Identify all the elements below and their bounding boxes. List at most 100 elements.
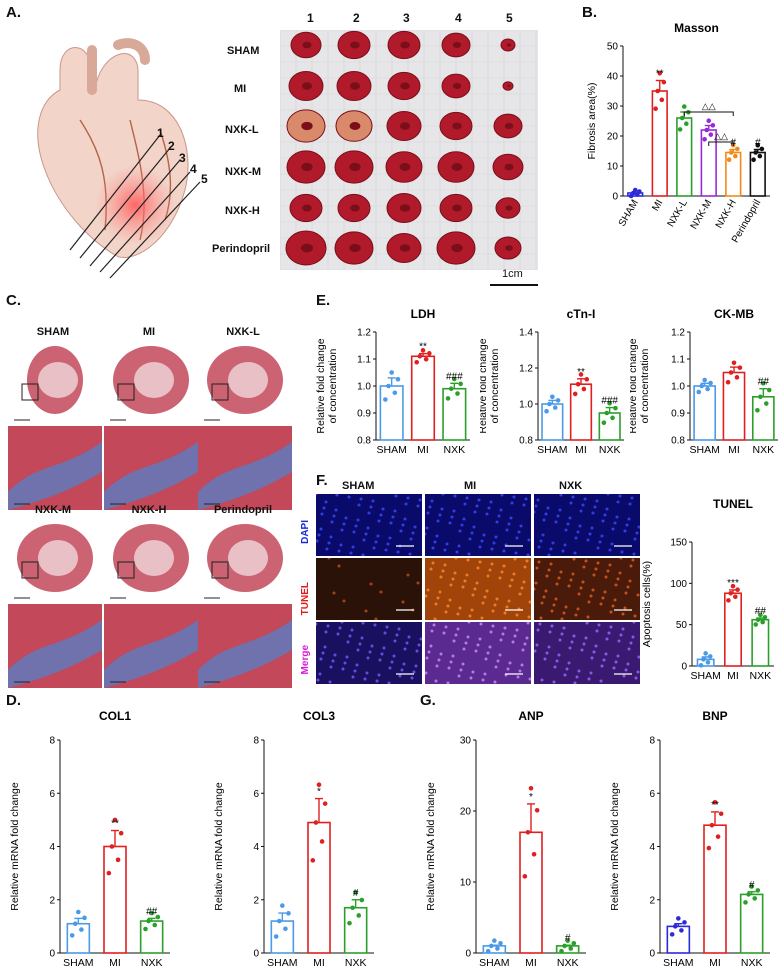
- y-tick-label: 1.2: [357, 328, 371, 339]
- heart-slice-lumen: [452, 122, 462, 130]
- chart-title: TUNEL: [713, 498, 753, 511]
- bar: [103, 845, 127, 954]
- data-point: [755, 888, 761, 893]
- data-point: [725, 379, 731, 385]
- data-point: [115, 857, 121, 863]
- panel-g-letter: G.: [420, 692, 436, 709]
- y-axis-label: Relative mRNA fold change: [425, 782, 437, 911]
- zoom-box: [21, 383, 39, 401]
- significance-label: **: [711, 800, 719, 811]
- column-number: 2: [353, 11, 360, 25]
- significance-label: ###: [446, 371, 463, 382]
- slice-number: 1: [157, 126, 164, 140]
- data-point: [752, 896, 758, 901]
- data-point: [728, 370, 734, 375]
- svg-text:of concentration: of concentration: [489, 348, 501, 423]
- data-point: [696, 389, 702, 395]
- chart-title: ANP: [518, 709, 543, 723]
- x-tick-label: NXK-M: [689, 198, 715, 231]
- y-tick-label: 0.9: [671, 409, 685, 420]
- y-tick-label: 6: [49, 789, 55, 800]
- data-point: [458, 381, 463, 387]
- masson-chart: Masson 0 10 20 30 40 50 Fibrosis area(%) SHAM ** M…: [586, 21, 770, 245]
- chart-title: cTn-I: [567, 307, 596, 321]
- x-tick-label: MI: [575, 444, 587, 456]
- data-point: [704, 127, 709, 133]
- bar: [410, 355, 436, 441]
- bar: [66, 922, 91, 954]
- fluorescence-image: [316, 558, 422, 620]
- histology-image: [104, 524, 198, 688]
- row-label-perindopril: Perindopril: [212, 243, 271, 255]
- significance-label: ##: [146, 906, 158, 917]
- data-point: [702, 377, 707, 383]
- significance-label: #: [749, 880, 755, 891]
- ctni-chart: cTn-I 0.8 1.0 1.2 1.4 Relative fold change of …: [480, 307, 624, 456]
- data-point: [698, 663, 704, 668]
- slice-number: 5: [201, 172, 208, 186]
- data-point: [118, 830, 124, 836]
- column-number: 3: [403, 11, 410, 25]
- chart-title: COL3: [303, 709, 335, 723]
- data-point: [679, 928, 684, 933]
- data-point: [753, 622, 759, 627]
- data-point: [732, 594, 738, 600]
- data-point: [676, 916, 681, 921]
- data-point: [701, 657, 706, 662]
- heart-slice-lumen: [349, 122, 361, 130]
- data-point: [386, 383, 391, 389]
- y-tick-label: 8: [649, 736, 655, 747]
- heart-slice-lumen: [349, 162, 361, 172]
- data-point: [383, 397, 388, 402]
- data-point: [763, 401, 769, 406]
- bar: [569, 383, 593, 441]
- data-point: [353, 889, 358, 895]
- ldh-chart: LDH 0.8 0.9 1.0 1.1 1.2 Relative fold change of…: [316, 307, 470, 456]
- x-tick-label: SHAM: [663, 957, 693, 969]
- data-point: [708, 380, 713, 386]
- x-tick-label: MI: [727, 670, 739, 682]
- heart-slice-lumen: [301, 82, 313, 90]
- scale-bar: [490, 284, 538, 286]
- slice-lines: [69, 134, 201, 279]
- data-point: [356, 913, 362, 918]
- fluorescence-image: [534, 494, 640, 556]
- heart-slice-lumen: [399, 122, 411, 130]
- data-point: [749, 884, 754, 889]
- data-point: [552, 405, 558, 410]
- bar: [519, 831, 543, 954]
- data-point: [559, 948, 564, 954]
- tunel-chart: TUNEL 0 50 100 150 Apoptosis cells(%) SHAM *** M…: [641, 498, 774, 682]
- data-point: [706, 118, 712, 123]
- heart-slice-lumen: [302, 204, 312, 212]
- data-point: [571, 940, 577, 946]
- data-point: [709, 822, 715, 828]
- svg-text:Relative mRNA fold change: Relative mRNA fold change: [213, 782, 225, 911]
- scale-bar-label: 1cm: [502, 268, 523, 280]
- fluorescence-image: [425, 558, 531, 620]
- fluorescence-image: [534, 558, 640, 620]
- row-label-nxk-m: NXK-M: [225, 166, 262, 178]
- data-point: [420, 348, 426, 353]
- heart-section-cavity: [38, 362, 78, 398]
- svg-text:of concentration: of concentration: [327, 348, 339, 423]
- y-tick-label: 30: [460, 736, 472, 747]
- bar: [666, 925, 691, 954]
- slice-number: 4: [190, 162, 197, 176]
- heart-slice-lumen: [451, 163, 463, 171]
- data-point: [555, 398, 561, 403]
- significance-label: **: [419, 342, 427, 353]
- y-tick-label: 10: [460, 878, 472, 889]
- data-point: [682, 920, 687, 925]
- x-tick-label: NXK: [750, 670, 772, 682]
- histology-image: [198, 524, 292, 688]
- data-point: [492, 938, 497, 943]
- svg-text:Relative mRNA fold change: Relative mRNA fold change: [609, 782, 621, 911]
- data-point: [672, 924, 678, 929]
- svg-text:Relative mRNA fold change: Relative mRNA fold change: [9, 782, 21, 911]
- data-point: [485, 948, 491, 954]
- y-tick-label: 0: [253, 949, 259, 960]
- histology-group-label: NXK-H: [131, 504, 167, 516]
- data-point: [525, 830, 531, 835]
- x-tick-label: MI: [525, 957, 537, 969]
